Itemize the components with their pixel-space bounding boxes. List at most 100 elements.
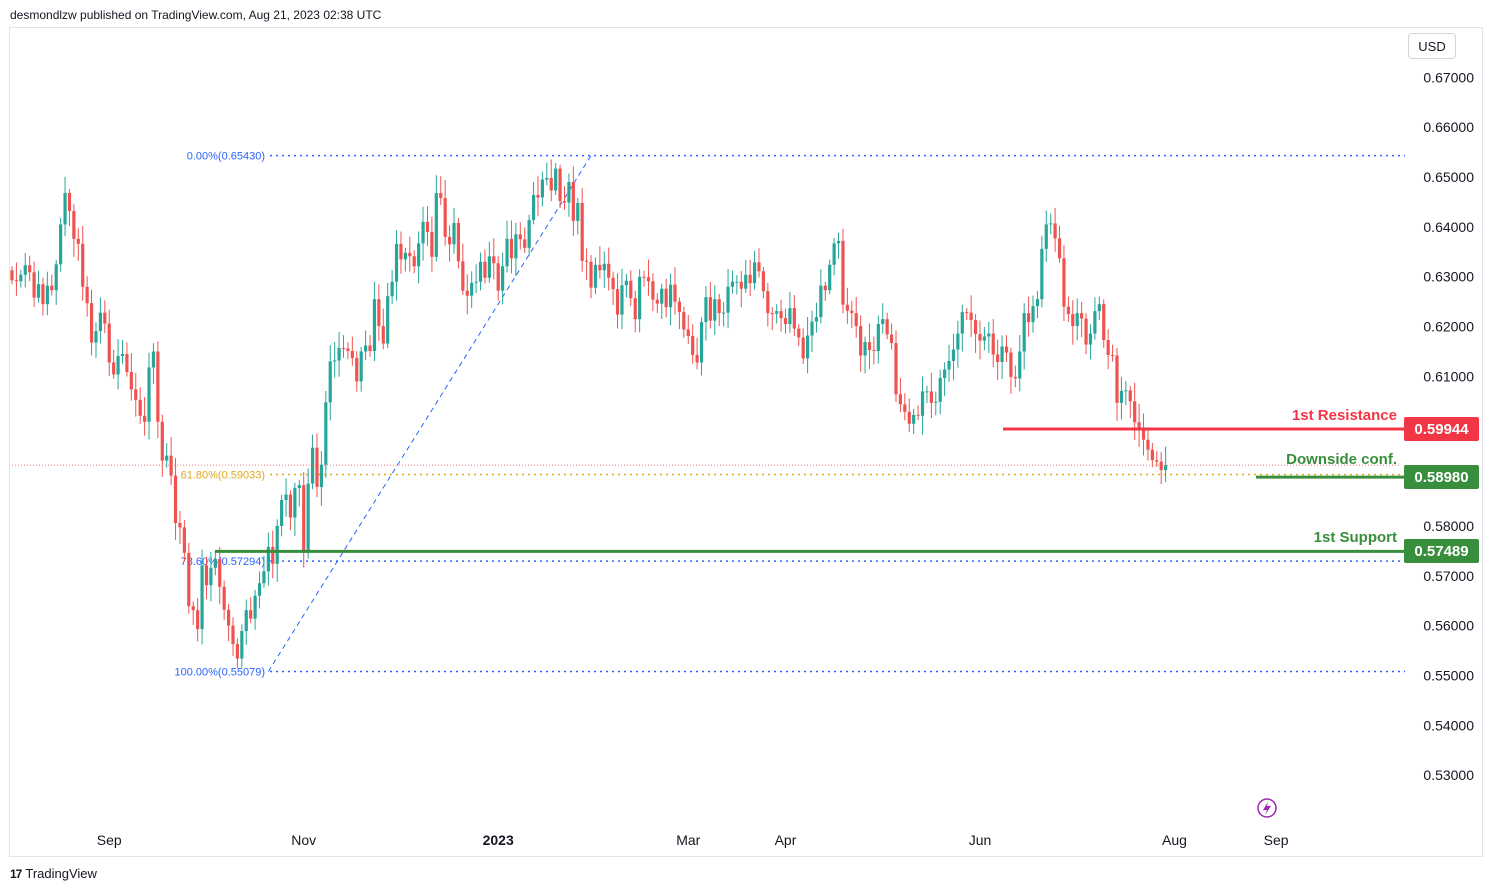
candle-body — [120, 353, 125, 356]
candle-body — [766, 291, 770, 314]
candle-body — [509, 238, 514, 259]
candle-body — [850, 310, 854, 314]
candle-body — [377, 299, 381, 327]
candle-body — [960, 312, 964, 334]
candle-body — [717, 299, 721, 314]
candle-body — [695, 354, 699, 363]
candle-body — [523, 239, 527, 248]
candle-body — [10, 270, 14, 281]
candle-body — [651, 281, 655, 300]
candle-body — [1062, 258, 1066, 307]
candle-body — [545, 178, 549, 180]
candle-body — [806, 335, 810, 359]
candle-body — [310, 447, 315, 484]
candle-body — [801, 337, 805, 359]
candle-body — [920, 391, 925, 416]
candle-body — [1159, 461, 1163, 471]
y-tick-label: 0.61000 — [1423, 368, 1474, 384]
chart-frame — [9, 27, 1483, 857]
candle-body — [876, 324, 880, 352]
candle-body — [744, 274, 748, 289]
y-tick-label: 0.53000 — [1423, 767, 1474, 783]
currency-button[interactable]: USD — [1408, 33, 1456, 59]
candle-body — [32, 272, 36, 298]
candle-body — [355, 357, 359, 382]
candle-body — [558, 168, 562, 201]
candle-body — [487, 256, 491, 278]
candle-body — [474, 281, 478, 283]
resistance-price-tag: 0.59944 — [1404, 417, 1479, 442]
candle-body — [421, 221, 425, 244]
candle-body — [987, 333, 991, 337]
candle-body — [359, 351, 363, 382]
candle-body — [417, 243, 421, 267]
candle-body — [598, 264, 602, 271]
candle-body — [567, 182, 571, 203]
y-tick-label: 0.62000 — [1423, 319, 1474, 335]
candle-body — [713, 299, 717, 321]
candle-body — [187, 552, 191, 607]
candle-body — [660, 288, 664, 304]
candle-body — [593, 264, 598, 288]
candle-body — [1053, 223, 1057, 239]
candle-body — [514, 234, 518, 259]
candle-body — [832, 243, 836, 265]
candle-body — [978, 334, 982, 341]
candle-body — [103, 312, 107, 324]
candle-body — [872, 350, 876, 352]
candle-body — [461, 261, 465, 291]
tradingview-logo-icon: 17 — [10, 866, 22, 881]
candle-body — [297, 485, 301, 489]
candle-body — [1044, 224, 1048, 249]
candle-body — [1084, 318, 1088, 345]
fib-level-label: 100.00%(0.55079) — [174, 667, 265, 679]
candle-body — [1022, 313, 1026, 352]
candle-body — [390, 281, 394, 297]
candle-body — [319, 464, 323, 488]
candle-body — [607, 263, 611, 278]
x-tick-label: Sep — [97, 832, 122, 848]
downside-label: Downside conf. — [1286, 451, 1397, 469]
candle-body — [209, 567, 213, 586]
candle-body — [169, 455, 173, 476]
footer-brand[interactable]: 17 TradingView — [10, 866, 97, 881]
candle-body — [1124, 390, 1128, 392]
candle-body — [328, 361, 332, 403]
candle-body — [1110, 354, 1115, 356]
candle-body — [881, 319, 885, 325]
candle-body — [527, 219, 531, 248]
candle-body — [828, 264, 832, 291]
y-tick-label: 0.57000 — [1423, 568, 1474, 584]
candle-body — [708, 297, 712, 321]
candle-body — [151, 351, 156, 368]
candle-body — [947, 360, 951, 370]
candle-body — [580, 202, 584, 261]
candle-body — [1106, 340, 1110, 355]
fib-level-label: 0.00%(0.65430) — [187, 151, 265, 163]
candle-body — [982, 336, 986, 341]
candle-body — [788, 308, 792, 325]
candle-body — [1119, 390, 1124, 403]
candle-body — [89, 303, 94, 343]
candle-body — [1031, 306, 1035, 323]
candle-body — [638, 276, 642, 320]
candle-body — [399, 243, 403, 260]
candle-body — [501, 266, 505, 291]
candle-body — [819, 285, 823, 318]
axes: 0.67000 0.66000 0.65000 0.64000 0.63000 0.620… — [97, 69, 1474, 848]
candle-body — [1128, 390, 1132, 402]
candle-body — [1066, 306, 1070, 315]
candle-body — [315, 447, 319, 488]
candle-body — [783, 318, 788, 325]
candle-body — [116, 355, 120, 375]
y-tick-label: 0.65000 — [1423, 169, 1474, 185]
candle-body — [107, 323, 111, 363]
candle-body — [611, 277, 615, 290]
candle-body — [143, 415, 147, 422]
candle-body — [333, 360, 337, 362]
candle-body — [447, 236, 452, 245]
candle-body — [226, 609, 231, 626]
candle-body — [549, 178, 553, 191]
y-tick-label: 0.66000 — [1423, 119, 1474, 135]
